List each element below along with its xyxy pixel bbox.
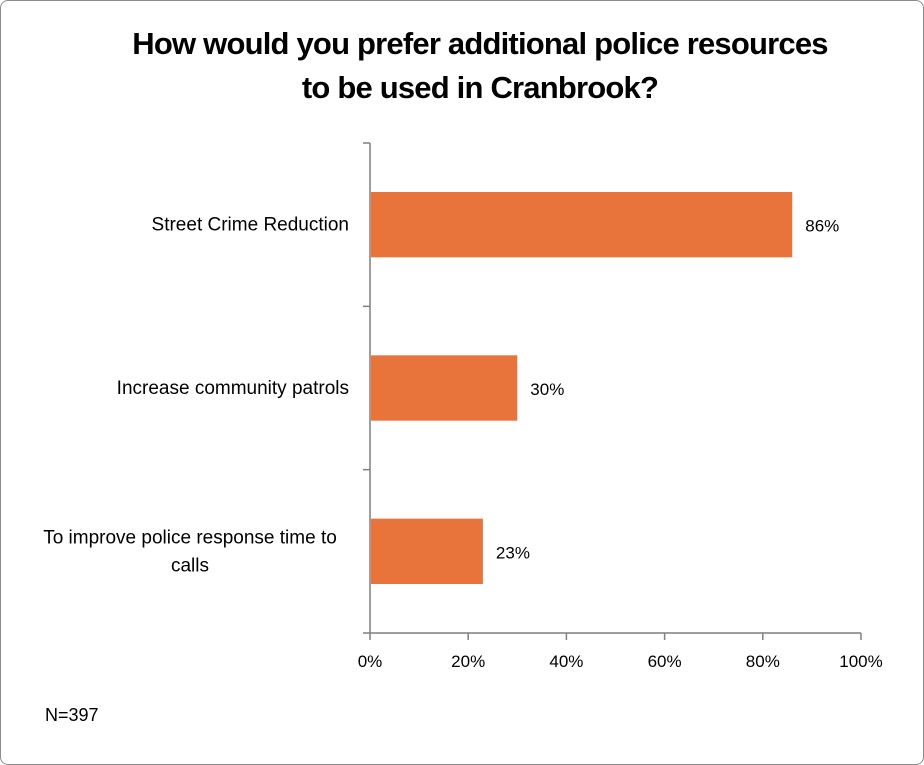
x-tick-label: 60% xyxy=(648,652,682,671)
category-label: Increase community patrols xyxy=(117,378,349,399)
data-label: 30% xyxy=(530,380,564,399)
x-tick-label: 100% xyxy=(839,652,882,671)
bar xyxy=(371,355,518,421)
chart-title: How would you prefer additional police r… xyxy=(132,26,828,105)
data-label: 23% xyxy=(496,543,530,562)
category-label: Street Crime Reduction xyxy=(152,215,349,236)
sample-size-note: N=397 xyxy=(45,705,99,725)
x-tick-label: 40% xyxy=(549,652,583,671)
data-label: 86% xyxy=(805,217,839,236)
x-tick-label: 20% xyxy=(451,652,485,671)
bar xyxy=(371,518,483,584)
x-tick-label: 80% xyxy=(746,652,780,671)
category-label: calls xyxy=(171,555,209,576)
x-tick-label: 0% xyxy=(358,652,383,671)
category-label: To improve police response time to xyxy=(43,527,337,548)
bar xyxy=(371,192,793,258)
